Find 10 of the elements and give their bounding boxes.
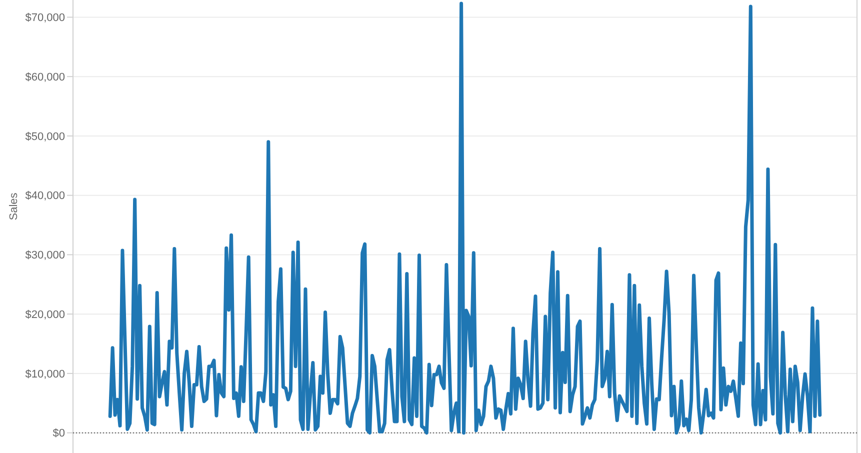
y-tick-label: $50,000: [25, 130, 65, 143]
y-tick-label: $0: [52, 428, 65, 440]
y-tick-label: $10,000: [25, 368, 65, 380]
y-tick-label: $40,000: [25, 190, 65, 202]
line-series: [108, 2, 822, 435]
y-tick-label: $70,000: [25, 12, 65, 24]
y-tick-label: $20,000: [25, 308, 65, 321]
y-axis-title: Sales: [8, 192, 20, 220]
y-tick-label: $60,000: [25, 71, 65, 84]
y-tick-label: $30,000: [25, 250, 65, 262]
